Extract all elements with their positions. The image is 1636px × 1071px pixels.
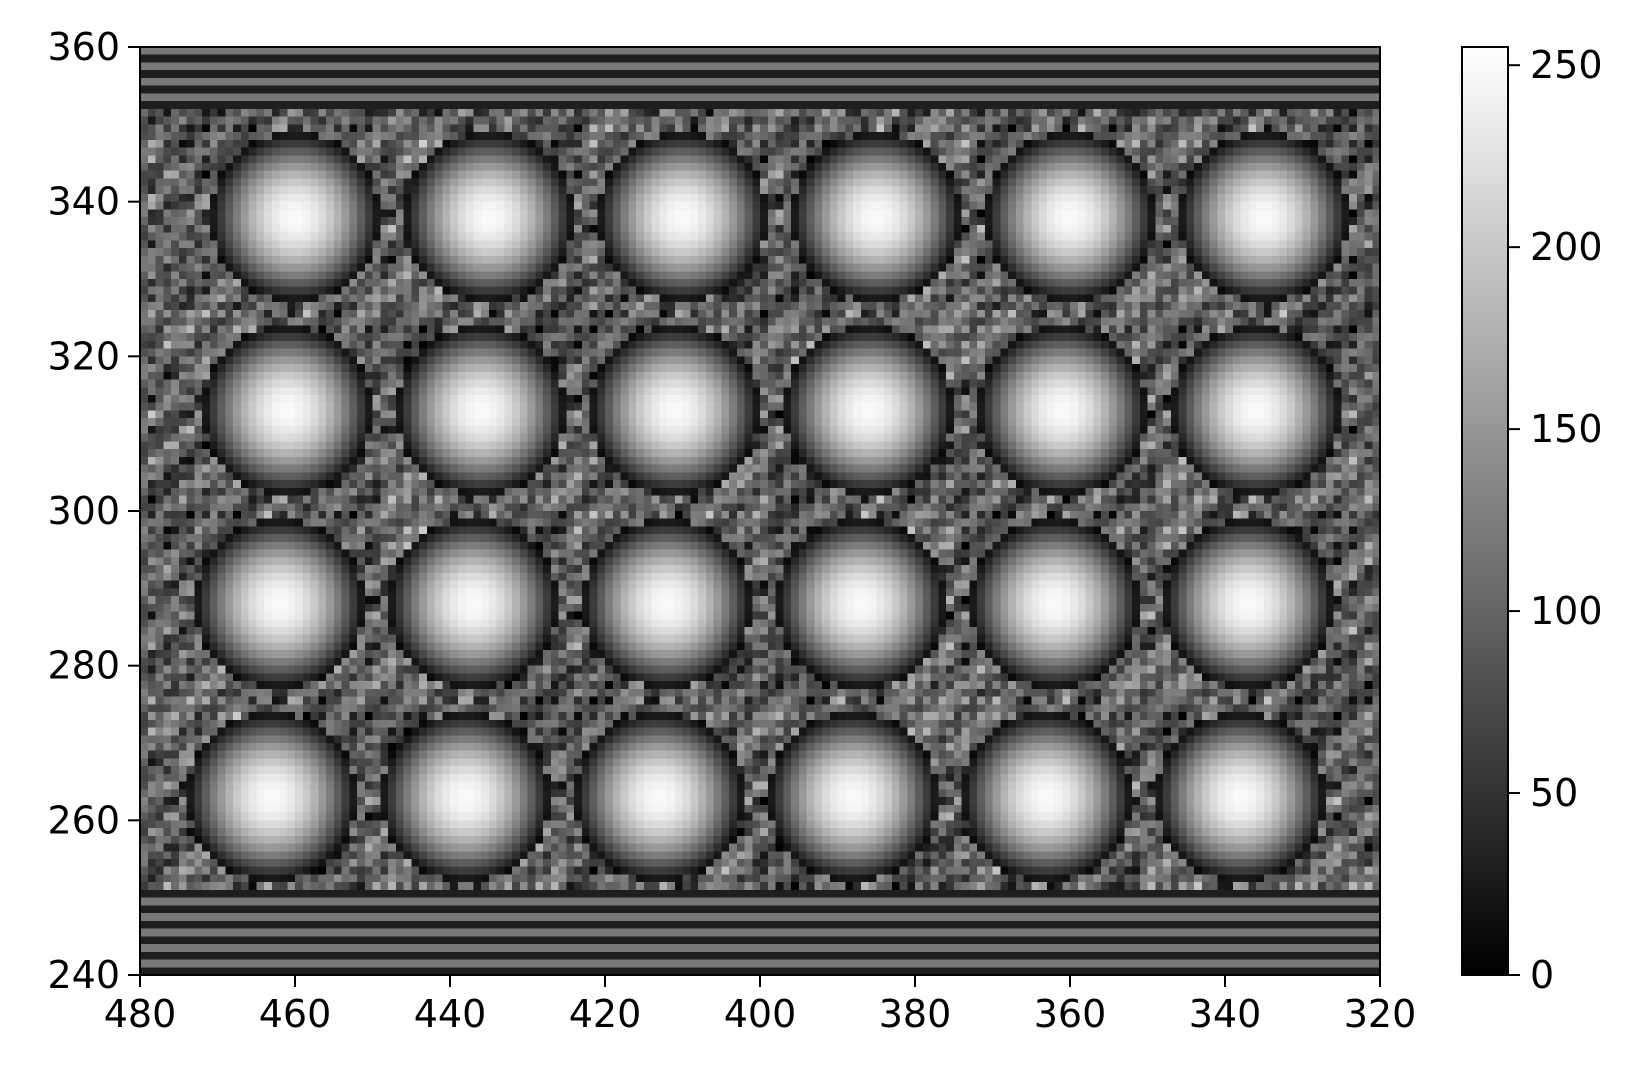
x-tick-label: 340 [1189,992,1262,1036]
x-tick-label: 400 [724,992,797,1036]
colorbar-tick-label: 50 [1530,771,1578,815]
y-tick-label: 300 [47,489,120,533]
y-tick-label: 280 [47,644,120,688]
x-axis: 480 460 440 420 400 380 360 340 320 [104,975,1417,1036]
heatmap-image [140,47,1380,975]
colorbar: 0 50 100 150 200 250 [1461,43,1603,997]
y-tick-label: 340 [47,180,120,224]
colorbar-tick-label: 0 [1530,953,1554,997]
colorbar-tick-label: 200 [1530,225,1603,269]
colorbar-axis: 0 50 100 150 200 250 [1508,43,1603,997]
y-tick-label: 320 [47,334,120,378]
x-tick-label: 380 [879,992,952,1036]
colorbar-tick-label: 100 [1530,589,1603,633]
x-tick-label: 360 [1034,992,1107,1036]
colorbar-tick-label: 250 [1530,43,1603,87]
y-tick-label: 260 [47,798,120,842]
y-tick-label: 240 [47,953,120,997]
y-axis: 240 260 280 300 320 340 360 [47,25,140,997]
colorbar-frame [1461,46,1509,976]
x-tick-label: 320 [1344,992,1417,1036]
colorbar-tick-label: 150 [1530,407,1603,451]
x-tick-label: 480 [104,992,177,1036]
x-tick-label: 460 [259,992,332,1036]
colorbar-gradient [1462,47,1508,975]
x-tick-label: 420 [569,992,642,1036]
heatmap-plot-area [139,46,1381,976]
y-tick-label: 360 [47,25,120,69]
x-tick-label: 440 [414,992,487,1036]
